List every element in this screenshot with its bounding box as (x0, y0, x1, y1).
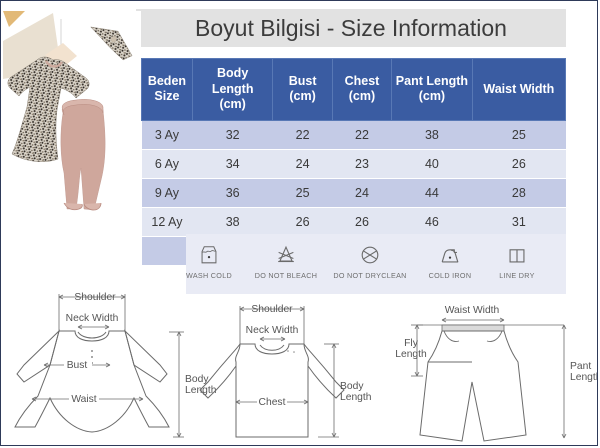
svg-text:Bust: Bust (67, 360, 88, 371)
svg-text:Neck Width: Neck Width (66, 313, 119, 324)
svg-text:Waist Width: Waist Width (445, 305, 500, 316)
svg-text:Pant: Pant (570, 361, 591, 372)
svg-text:Body: Body (340, 381, 364, 392)
svg-text:Waist: Waist (71, 394, 96, 405)
svg-text:Length: Length (340, 392, 372, 403)
svg-text:Fly: Fly (404, 338, 419, 349)
svg-text:Length: Length (395, 349, 427, 360)
svg-text:Chest: Chest (259, 397, 286, 408)
svg-text:Shoulder: Shoulder (251, 304, 293, 315)
svg-text:Shoulder: Shoulder (74, 292, 116, 303)
svg-text:Neck Width: Neck Width (246, 325, 299, 336)
svg-text:Length: Length (570, 372, 598, 383)
